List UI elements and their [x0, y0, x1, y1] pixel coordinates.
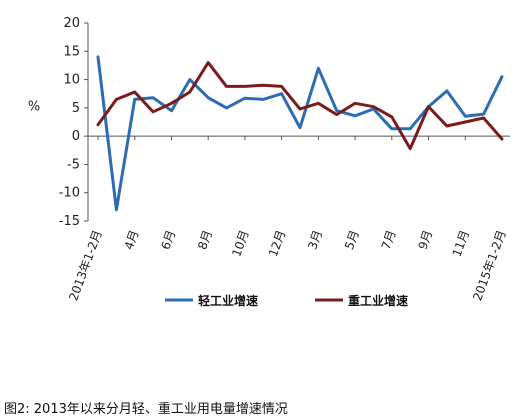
series-line-2 [96, 61, 504, 151]
series-lines [96, 55, 504, 212]
y-tick-label: 10 [63, 73, 80, 88]
legend-label-1: 轻工业增速 [198, 293, 258, 308]
x-tick-label: 2015年1-2月 [470, 228, 509, 302]
x-tick-label: 6月 [158, 228, 178, 251]
legend-label-2: 重工业增速 [348, 293, 408, 308]
y-tick-label: -5 [67, 157, 80, 172]
y-axis-label: % [28, 100, 40, 115]
x-tick-label: 7月 [379, 228, 399, 251]
x-tick-label: 12月 [266, 228, 288, 258]
series-line-1 [96, 55, 504, 212]
x-tick-label: 8月 [195, 228, 215, 251]
x-tick-label: 2013年1-2月 [66, 228, 105, 302]
y-tick-label: -10 [59, 186, 80, 201]
y-tick-label: 0 [72, 129, 80, 144]
y-tick-label: 5 [72, 101, 80, 116]
figure-caption: 图2: 2013年以来分月轻、重工业用电量增速情况 [4, 402, 288, 417]
axes: -15 -10 -5 0 5 10 15 20% 2013年1-2月 4月 6月 8月 10月 12月 3月… [28, 16, 510, 303]
x-tick-label: 9月 [415, 228, 435, 251]
y-tick-label: 15 [63, 44, 80, 59]
legend: 轻工业增速 重工业增速 [165, 293, 408, 308]
y-tick-label: -15 [59, 214, 80, 229]
x-tick-label: 11月 [450, 228, 472, 258]
x-tick-label: 5月 [342, 228, 362, 251]
x-tick-label: 4月 [122, 228, 142, 251]
x-tick-label: 10月 [229, 228, 251, 258]
x-tick-label: 3月 [305, 228, 325, 251]
y-tick-label: 20 [63, 16, 80, 31]
